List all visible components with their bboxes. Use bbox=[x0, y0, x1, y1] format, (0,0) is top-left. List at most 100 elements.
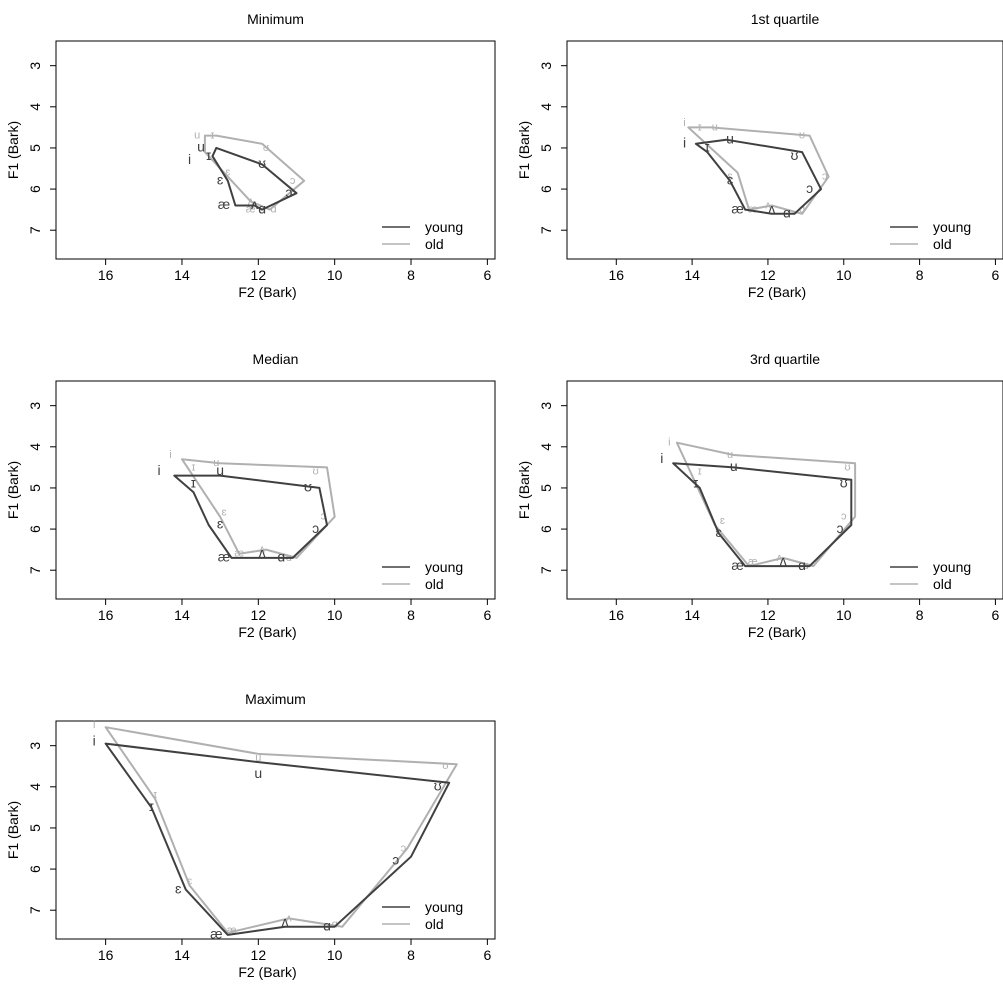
x-tick-label: 12 bbox=[760, 607, 776, 623]
y-tick-label: 6 bbox=[27, 525, 43, 533]
y-tick-label: 3 bbox=[27, 742, 43, 750]
vowel-label-young: ɔ bbox=[312, 520, 319, 536]
x-tick-label: 14 bbox=[174, 607, 190, 623]
vowel-label-old: ʌ bbox=[765, 199, 771, 211]
legend-label-young: young bbox=[933, 219, 971, 235]
x-axis-label: F2 (Bark) bbox=[238, 284, 296, 300]
panel-3: Median 16 14 12 10 8 6 3 4 5 6 7 F2 (Bark) F1 (Bark) i… bbox=[5, 351, 496, 640]
y-tick-label: 5 bbox=[27, 484, 43, 492]
y-tick-label: 5 bbox=[27, 824, 43, 832]
vowel-label-young: ɔ bbox=[836, 520, 843, 536]
vowel-label-old: ʊ bbox=[844, 461, 850, 473]
vowel-label-old: ɪ bbox=[698, 121, 702, 133]
vowel-label-old: ɛ bbox=[728, 171, 733, 183]
panel-title: Maximum bbox=[245, 691, 306, 707]
y-tick-label: 5 bbox=[27, 144, 43, 152]
vowel-label-old: u bbox=[712, 121, 718, 133]
vowel-label-young: ɑ bbox=[323, 917, 331, 933]
legend-label-old: old bbox=[933, 236, 952, 252]
vowel-label-old: u bbox=[255, 752, 261, 764]
y-tick-label: 6 bbox=[538, 525, 554, 533]
vowel-label-young: ɛ bbox=[217, 172, 224, 188]
legend-label-young: young bbox=[425, 559, 463, 575]
plot-frame bbox=[55, 720, 496, 940]
vowel-label-old: æ bbox=[246, 204, 256, 216]
vowel-label-old: ɔ bbox=[841, 511, 847, 523]
vowel-label-young: i bbox=[188, 151, 191, 167]
x-tick-label: 12 bbox=[760, 267, 776, 283]
y-tick-label: 7 bbox=[538, 226, 554, 234]
x-tick-label: 16 bbox=[608, 267, 624, 283]
y-tick-label: 7 bbox=[27, 566, 43, 574]
vowel-label-old: ʌ bbox=[248, 195, 254, 207]
series-line-old bbox=[203, 134, 306, 211]
x-tick-label: 10 bbox=[327, 947, 343, 963]
y-tick-label: 4 bbox=[27, 783, 43, 791]
y-tick-label: 6 bbox=[27, 865, 43, 873]
x-tick-label: 16 bbox=[608, 607, 624, 623]
vowel-label-old: ɔ bbox=[401, 842, 407, 854]
vowel-label-young: ɑ bbox=[798, 557, 806, 573]
vowel-label-young: u bbox=[726, 130, 734, 146]
vowel-label-young: ɪ bbox=[705, 139, 710, 155]
panel-2: 1st quartile 16 14 12 10 8 6 3 4 5 6 7 F2 (Bark) F1 (… bbox=[516, 11, 1003, 300]
vowel-label-old: u bbox=[727, 449, 733, 461]
y-tick-label: 7 bbox=[27, 226, 43, 234]
x-tick-label: 6 bbox=[992, 267, 1000, 283]
vowel-label-old: ʊ bbox=[799, 130, 805, 142]
y-axis-label: F1 (Bark) bbox=[5, 121, 21, 179]
vowel-label-young: ʌ bbox=[768, 200, 775, 216]
vowel-label-old: ʌ bbox=[286, 912, 292, 924]
vowel-label-young: æ bbox=[731, 200, 743, 216]
vowel-label-old: ʊ bbox=[263, 142, 269, 154]
series-line-young bbox=[173, 474, 328, 559]
y-axis-label: F1 (Bark) bbox=[5, 461, 21, 519]
vowel-label-old: ʌ bbox=[259, 544, 265, 556]
x-tick-label: 6 bbox=[483, 947, 491, 963]
legend-label-young: young bbox=[425, 219, 463, 235]
x-tick-label: 16 bbox=[98, 947, 114, 963]
vowel-label-young: æ bbox=[210, 926, 222, 942]
y-tick-label: 7 bbox=[27, 906, 43, 914]
x-tick-label: 12 bbox=[251, 947, 267, 963]
series-line-old bbox=[181, 458, 336, 559]
vowel-label-young: æ bbox=[731, 557, 743, 573]
panel-1: Minimum 16 14 12 10 8 6 3 4 5 6 7 F2 (Bark) F1 (Bark)… bbox=[5, 11, 496, 300]
vowel-label-old: i bbox=[683, 117, 685, 129]
panel-title: Median bbox=[253, 351, 299, 367]
vowel-label-young: ʌ bbox=[259, 544, 266, 560]
vowel-label-old: ʊ bbox=[312, 465, 318, 477]
vowel-label-young: ɔ bbox=[392, 852, 399, 868]
vowel-label-old: ɪ bbox=[698, 465, 702, 477]
vowel-label-young: ʊ bbox=[790, 147, 798, 163]
y-tick-label: 4 bbox=[538, 443, 554, 451]
x-tick-label: 12 bbox=[251, 607, 267, 623]
vowel-label-young: ɛ bbox=[175, 880, 182, 896]
vowel-label-young: ɪ bbox=[149, 798, 154, 814]
series-line-young bbox=[694, 138, 822, 215]
vowel-label-old: ʊ bbox=[442, 760, 448, 772]
vowel-label-young: ʊ bbox=[258, 155, 266, 171]
vowel-label-old: u bbox=[194, 130, 200, 142]
vowel-label-young: u bbox=[197, 139, 205, 155]
vowel-label-young: ɪ bbox=[206, 147, 211, 163]
x-axis-label: F2 (Bark) bbox=[748, 284, 806, 300]
y-tick-label: 5 bbox=[538, 144, 554, 152]
vowel-label-old: ɪ bbox=[191, 461, 195, 473]
vowel-label-old: ɔ bbox=[320, 511, 326, 523]
x-tick-label: 12 bbox=[251, 267, 267, 283]
legend-label-old: old bbox=[425, 236, 444, 252]
x-tick-label: 8 bbox=[407, 267, 415, 283]
series-line-young bbox=[672, 462, 853, 568]
x-tick-label: 10 bbox=[836, 267, 852, 283]
vowel-label-young: ɔ bbox=[806, 180, 813, 196]
legend-label-young: young bbox=[933, 559, 971, 575]
vowel-label-old: i bbox=[93, 719, 95, 731]
vowel-label-young: i bbox=[683, 135, 686, 151]
vowel-label-young: ʌ bbox=[251, 196, 258, 212]
x-tick-label: 14 bbox=[684, 607, 700, 623]
vowel-label-young: ʊ bbox=[840, 475, 848, 491]
y-tick-label: 4 bbox=[538, 103, 554, 111]
vowel-label-young: ɛ bbox=[715, 524, 722, 540]
